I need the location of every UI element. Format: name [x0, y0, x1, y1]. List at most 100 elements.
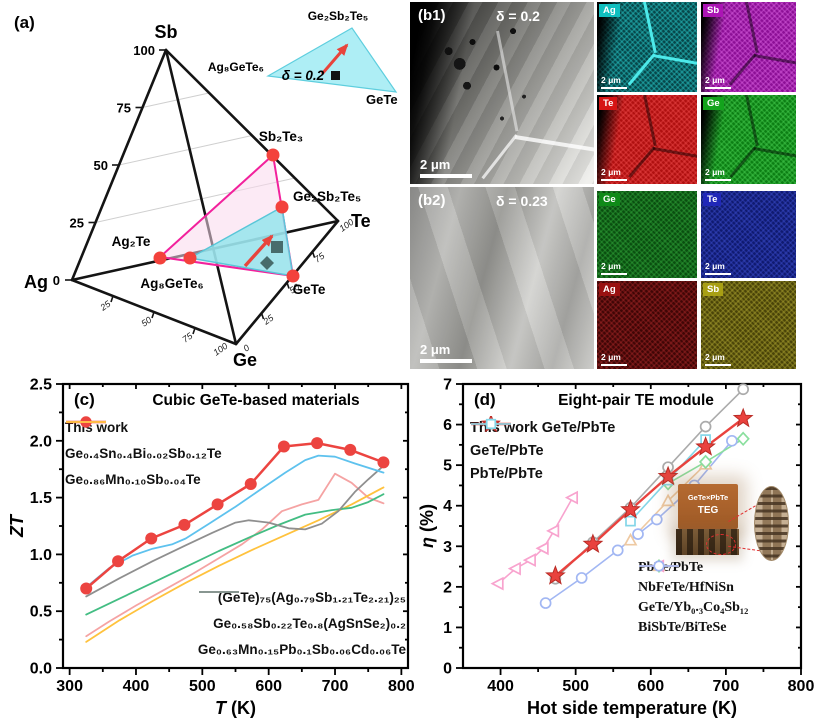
scale-bar-label: 2 μm [601, 167, 621, 177]
x-tick-label: 500 [189, 678, 216, 695]
y-tick-label: 0 [443, 661, 452, 678]
grain-boundary [643, 95, 657, 146]
axis-ticks [56, 383, 408, 675]
data-point-marker [650, 513, 663, 526]
composition-arrow [243, 234, 274, 268]
panel-label: (c) [74, 390, 95, 409]
eds-map-ge: Ge 2 μm [701, 95, 796, 184]
y-tick-label: 3 [443, 539, 452, 556]
data-point-marker [575, 572, 588, 584]
legend-label: Ge₀.₆₃Mn₀.₁₅Pb₀.₁Sb₀.₀₆Cd₀.₀₆Te [197, 641, 406, 657]
y-tick-label: 4 [443, 498, 452, 515]
panel-a-label: (a) [14, 13, 35, 32]
grain-boundary [643, 2, 657, 54]
legend-item: Ge₀.₈₆Mn₀.₁₀Sb₀.₀₄Te [65, 421, 201, 492]
data-point-marker [620, 498, 641, 519]
y-tick-label: 5 [443, 458, 452, 475]
teg-module-subtitle: TEG [697, 505, 719, 516]
axis-tick-label: 0 [53, 273, 60, 288]
data-point-marker [507, 561, 521, 576]
scale-bar-line [705, 178, 731, 181]
axis-tick-label: 25 [70, 216, 84, 231]
y-tick-label: 1.0 [30, 547, 52, 564]
panel-a-phase-diagram: 0 25 50 75 100 25 50 75 100 0 25 50 75 1… [14, 9, 398, 370]
inset-arrow [320, 43, 349, 75]
series-line [85, 472, 385, 638]
legend-label: Ge₀.₄Sn₀.₄Bi₀.₀₂Sb₀.₁₂Te [65, 445, 222, 461]
data-point-marker [112, 555, 125, 568]
vertex-label-sb: Sb [154, 22, 177, 42]
data-point-marker [699, 420, 712, 433]
panel-b2-label: (b2) [418, 192, 446, 209]
data-point-marker [611, 544, 624, 557]
y-tick-label: 1.5 [30, 490, 52, 507]
inset-label-left: Ag₈GeTe₆ [208, 60, 264, 74]
legend-bottom: PbTe/PbTe NbFeTe/HfNiSn GeTe/Yb₀.₃Co₄Sb₁₂ B… [638, 558, 748, 638]
scale-bar-line [705, 363, 731, 366]
chart-svg-d: 400 500 600 700 800 0 1 2 3 4 5 6 7 Hot side temperat… [418, 377, 814, 719]
data-point-marker [732, 407, 754, 428]
edge-tick-label: 50 [139, 315, 153, 329]
y-tick-label: 7 [443, 377, 452, 394]
y-axis-title: ZT [8, 513, 27, 538]
x-tick-label: 600 [637, 678, 664, 695]
axis-tick-label: 100 [133, 43, 155, 58]
series-lines [84, 441, 385, 643]
series-line [554, 417, 745, 578]
grain-boundary [627, 53, 656, 86]
panel-c-chart: 300 400 500 600 700 800 0.0 0.5 1.0 1.5 2.0 2.5 T (K… [8, 372, 414, 720]
data-point-marker [737, 383, 750, 396]
data-point-markers [490, 383, 754, 609]
data-point-marker [698, 454, 713, 470]
data-point-marker [564, 490, 579, 505]
data-point-marker [178, 518, 191, 531]
grain-boundary [744, 2, 759, 54]
inset-label-right: GeTe [366, 92, 398, 107]
axis-tick-label: 75 [117, 101, 131, 116]
vertex-label-te: Te [351, 211, 371, 231]
edge-tick-label: 100 [211, 341, 229, 358]
legend-item: Ge₀.₆₃Mn₀.₁₅Pb₀.₁Sb₀.₀₆Cd₀.₀₆Te [197, 591, 406, 662]
edge-tick-label: 0 [241, 343, 251, 354]
data-point-marker [657, 465, 679, 486]
scale-bar-label: 2 μm [601, 352, 621, 362]
data-point-marker [522, 553, 536, 567]
data-point-marker [244, 477, 257, 490]
inset-square-marker [331, 71, 340, 80]
scale-bar: 2 μm [601, 353, 627, 366]
x-tick-label: 700 [322, 678, 349, 695]
eds-map-te: Te 2 μm [597, 95, 697, 184]
data-point-marker [211, 498, 224, 511]
y-tick-label: 2 [443, 579, 452, 596]
scale-bar: 2 μm [420, 342, 472, 363]
legend-item: BiSbTe/BiTeSe [638, 560, 727, 638]
grain-boundary [652, 54, 697, 65]
scale-bar-label: 2 μm [601, 75, 621, 85]
y-tick-label: 2.5 [30, 377, 52, 394]
data-point-marker [535, 541, 549, 556]
legend-top: This work GeTe/PbTe GeTe/PbTe PbTe/PbTe [470, 416, 615, 485]
eds-map-ag: Ag 2 μm [597, 281, 697, 369]
scale-bar-label: 2 μm [420, 156, 451, 172]
x-tick-label: 300 [56, 678, 83, 695]
point-label-sb2te3: Sb₂Te₃ [259, 129, 303, 144]
scale-bar: 2 μm [601, 168, 627, 181]
data-point-marker [625, 515, 636, 527]
legend-label: GeTe/Yb₀.₃Co₄Sb₁₂ [638, 600, 749, 615]
data-point-marker [277, 440, 290, 453]
data-point-marker [485, 418, 497, 430]
scale-bar-label: 2 μm [705, 352, 725, 362]
x-tick-label: 800 [388, 678, 414, 695]
axis-ticks [65, 49, 316, 335]
inset-label-apex: Ge₂Sb₂Te₅ [308, 9, 369, 23]
grain-boundary [753, 54, 796, 65]
legend-item: GeTe/PbTe [470, 418, 544, 462]
vertex-label-ge: Ge [233, 350, 257, 370]
x-tick-label: 600 [255, 678, 282, 695]
grain-boundary [628, 145, 656, 178]
element-chip-sb: Sb [703, 4, 724, 17]
eds-map-te: Te 2 μm [701, 191, 796, 278]
sem-image-b1: (b1) δ = 0.2 2 μm [410, 2, 594, 184]
legend-label: BiSbTe/BiTeSe [638, 620, 727, 635]
element-chip-te: Te [599, 97, 618, 110]
